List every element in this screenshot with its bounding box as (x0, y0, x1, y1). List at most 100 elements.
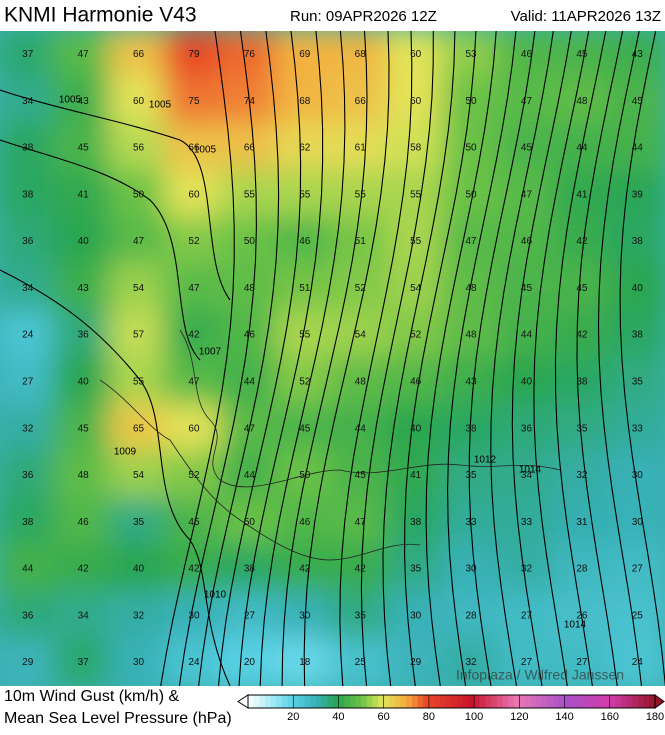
isobar (217, 31, 302, 686)
colorbar-step (609, 695, 617, 708)
gust-value: 42 (576, 330, 588, 341)
gust-value: 32 (22, 423, 34, 434)
gust-value: 55 (410, 189, 422, 200)
gust-value: 38 (244, 564, 256, 575)
gust-cell (385, 590, 446, 642)
gust-cell (496, 450, 557, 501)
gust-value: 41 (576, 189, 588, 200)
gust-cell (164, 496, 224, 548)
gust-cell (219, 216, 280, 267)
gust-cell (552, 496, 612, 548)
gust-cell (496, 637, 557, 686)
gust-value: 26 (576, 610, 588, 621)
gust-value: 24 (632, 657, 644, 668)
isobar-label: 1005 (149, 100, 172, 111)
gust-cell (0, 356, 58, 408)
gust-value: 42 (576, 236, 588, 247)
gust-cell (385, 309, 446, 361)
gust-cell (275, 356, 335, 408)
isobar-label: 1005 (59, 95, 82, 106)
gust-value: 47 (355, 517, 367, 528)
gust-value: 42 (355, 564, 367, 575)
gust-cell (164, 216, 224, 267)
gust-cell (108, 122, 169, 174)
gust-cell (385, 262, 446, 314)
gust-value: 44 (244, 377, 256, 388)
gust-value: 30 (632, 470, 644, 481)
colorbar-step (355, 695, 362, 708)
gust-value: 55 (299, 189, 311, 200)
colorbar-step (304, 695, 311, 708)
gust-value: 45 (188, 517, 200, 528)
gust-value: 47 (188, 283, 200, 294)
gust-value: 18 (299, 657, 311, 668)
gust-cell (164, 122, 224, 174)
gust-value: 43 (78, 283, 90, 294)
gust-cell (108, 75, 169, 127)
gust-value: 66 (244, 143, 256, 154)
isobar (198, 31, 280, 686)
gust-value: 37 (22, 49, 34, 60)
gust-value: 60 (410, 49, 422, 60)
colorbar-step (276, 695, 283, 708)
isobar (0, 269, 231, 686)
isobar (576, 31, 624, 686)
gust-value: 35 (133, 517, 145, 528)
gust-value: 42 (188, 564, 200, 575)
gust-value: 50 (244, 236, 256, 247)
gust-value: 52 (355, 283, 367, 294)
isobar (468, 31, 536, 686)
gust-value: 54 (133, 283, 145, 294)
gust-cell (275, 496, 335, 548)
gust-cell (441, 169, 501, 221)
colorbar-step (372, 695, 379, 708)
gust-cell (0, 216, 58, 267)
isobar (160, 31, 235, 686)
isobar (533, 31, 590, 686)
gust-cell (108, 496, 169, 548)
colorbar-step (570, 695, 577, 708)
isobar (303, 31, 390, 686)
gust-cell (441, 356, 501, 408)
gust-value: 55 (133, 377, 145, 388)
gust-value: 36 (22, 236, 34, 247)
colorbar-step (632, 695, 639, 708)
gust-cell (53, 122, 113, 174)
gust-value: 46 (78, 517, 90, 528)
gust-value: 38 (465, 423, 477, 434)
gust-value: 48 (576, 96, 588, 107)
colorbar-step (519, 695, 526, 708)
gust-value: 68 (355, 49, 367, 60)
gust-value: 32 (576, 470, 588, 481)
gust-value: 27 (22, 377, 34, 388)
gust-value: 31 (576, 517, 588, 528)
gust-value: 46 (299, 236, 311, 247)
gust-value: 44 (244, 470, 256, 481)
colorbar-step (621, 695, 628, 708)
gust-value: 50 (299, 470, 311, 481)
gust-value: 38 (22, 143, 34, 154)
gust-value: 34 (22, 283, 34, 294)
gust-cell (607, 543, 665, 595)
colorbar-step (440, 695, 447, 708)
gust-value: 50 (465, 96, 477, 107)
colorbar-step (547, 695, 554, 708)
colorbar-step (462, 695, 470, 708)
gust-value: 27 (632, 564, 644, 575)
isobar (178, 31, 257, 686)
legend-line-2: Mean Sea Level Pressure (hPa) (4, 710, 232, 727)
gust-value: 36 (521, 423, 533, 434)
gust-value: 38 (22, 517, 34, 528)
gust-cell (53, 309, 113, 361)
isobars (0, 31, 665, 686)
title: KNMI Harmonie V43 (4, 4, 197, 27)
gust-cell (0, 31, 58, 80)
gust-field (0, 31, 665, 686)
gust-value: 34 (22, 96, 34, 107)
run-time: Run: 09APR2026 12Z (290, 8, 437, 25)
colorbar-step (536, 695, 543, 708)
gust-value: 35 (465, 470, 477, 481)
isobar (360, 31, 434, 686)
coastline (99, 329, 561, 561)
colorbar-step (598, 695, 605, 708)
